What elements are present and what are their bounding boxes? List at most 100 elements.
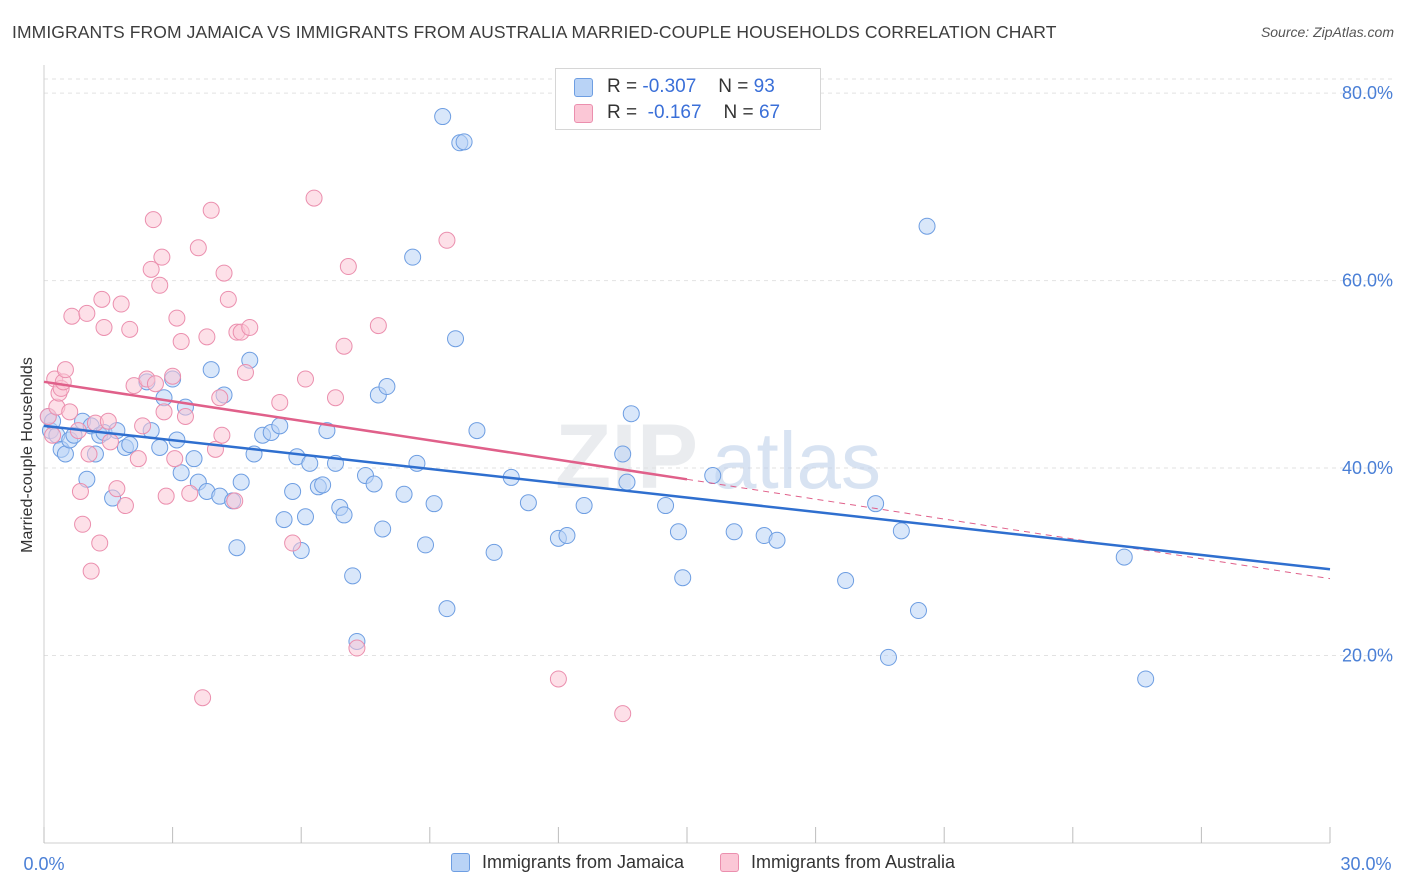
point-jamaica-5 xyxy=(56,445,74,463)
bottom-legend-label-jamaica: Immigrants from Jamaica xyxy=(481,852,684,872)
point-jamaica-47 xyxy=(314,476,332,494)
point-jamaica-68 xyxy=(455,133,473,151)
point-australia-19 xyxy=(95,318,113,336)
trend-australia-extension xyxy=(686,478,1331,580)
point-jamaica-85 xyxy=(768,531,786,549)
watermark: ZIP atlas xyxy=(555,406,881,508)
point-jamaica-33 xyxy=(228,539,246,557)
point-jamaica-92 xyxy=(1115,548,1133,566)
point-australia-55 xyxy=(236,363,254,381)
series-jamaica xyxy=(39,108,1155,688)
point-australia-31 xyxy=(144,211,162,229)
point-jamaica-90 xyxy=(909,602,927,620)
point-australia-42 xyxy=(181,484,199,502)
point-australia-38 xyxy=(166,450,184,468)
legend: R = -0.307 N = 93 R = -0.167 N = 67 xyxy=(555,68,821,130)
point-australia-62 xyxy=(335,337,353,355)
y-tick-label-20: 20.0% xyxy=(1342,646,1393,666)
point-australia-59 xyxy=(296,370,314,388)
legend-n-label: N = xyxy=(723,102,754,123)
point-australia-44 xyxy=(194,689,212,707)
point-australia-15 xyxy=(82,562,100,580)
point-australia-58 xyxy=(284,534,302,552)
point-australia-52 xyxy=(226,492,244,510)
legend-swatch-jamaica xyxy=(574,77,593,97)
legend-n-value-jamaica: 93 xyxy=(753,76,775,97)
point-jamaica-93 xyxy=(1137,670,1155,688)
x-tick-label-right: 30.0% xyxy=(1340,854,1391,874)
bottom-legend-jamaica: Immigrants from Jamaica xyxy=(450,852,684,873)
y-tick-label-80: 80.0% xyxy=(1342,83,1393,103)
point-jamaica-83 xyxy=(725,523,743,541)
point-jamaica-62 xyxy=(417,536,435,554)
y-tick-label-60: 60.0% xyxy=(1342,271,1393,291)
point-jamaica-74 xyxy=(558,527,576,545)
point-jamaica-45 xyxy=(301,454,319,472)
legend-r-label: R = xyxy=(607,102,638,123)
point-australia-39 xyxy=(168,309,186,327)
point-australia-14 xyxy=(80,445,98,463)
point-jamaica-52 xyxy=(344,567,362,585)
point-jamaica-59 xyxy=(395,485,413,503)
legend-n-value-australia: 67 xyxy=(758,102,781,123)
point-australia-12 xyxy=(74,515,92,533)
legend-row-jamaica: R = -0.307 N = 93 xyxy=(574,73,775,101)
point-jamaica-34 xyxy=(232,473,250,491)
point-australia-68 xyxy=(614,705,632,723)
point-australia-13 xyxy=(78,304,96,322)
point-jamaica-60 xyxy=(404,248,422,266)
point-australia-8 xyxy=(61,403,79,421)
source-label: Source: ZipAtlas.com xyxy=(1260,24,1394,40)
point-jamaica-91 xyxy=(918,217,936,235)
point-jamaica-44 xyxy=(296,508,314,526)
legend-r-value-australia: -0.167 xyxy=(647,102,702,123)
point-jamaica-79 xyxy=(657,497,675,515)
point-jamaica-76 xyxy=(614,445,632,463)
tick-labels: 20.0% 40.0% 60.0% 80.0% 0.0% 30.0% xyxy=(23,83,1393,874)
point-jamaica-20 xyxy=(151,438,169,456)
point-jamaica-57 xyxy=(374,520,392,538)
bottom-legend-swatch-australia xyxy=(719,853,739,872)
legend-r-label: R = xyxy=(607,76,638,97)
trend-lines xyxy=(43,380,1331,580)
point-jamaica-87 xyxy=(867,495,885,513)
point-australia-36 xyxy=(157,487,175,505)
point-jamaica-64 xyxy=(434,108,452,126)
point-jamaica-78 xyxy=(622,405,640,423)
point-australia-60 xyxy=(305,189,323,207)
point-australia-24 xyxy=(116,497,134,515)
point-jamaica-65 xyxy=(438,600,456,618)
point-jamaica-89 xyxy=(892,522,910,540)
trend-australia xyxy=(43,380,688,481)
point-australia-11 xyxy=(71,482,89,500)
bottom-legend-swatch-jamaica xyxy=(450,853,470,872)
point-jamaica-58 xyxy=(378,378,396,396)
point-australia-37 xyxy=(164,367,182,385)
point-australia-7 xyxy=(56,361,74,379)
point-australia-66 xyxy=(438,231,456,249)
point-australia-57 xyxy=(271,393,289,411)
point-australia-51 xyxy=(219,290,237,308)
point-australia-50 xyxy=(215,264,233,282)
point-jamaica-41 xyxy=(284,482,302,500)
point-jamaica-66 xyxy=(447,330,465,348)
bottom-legend: Immigrants from Jamaica Immigrants from … xyxy=(0,852,1406,873)
legend-r-value-jamaica: -0.307 xyxy=(642,76,697,97)
point-jamaica-39 xyxy=(271,417,289,435)
point-jamaica-82 xyxy=(704,467,722,485)
point-australia-1 xyxy=(44,426,62,444)
point-jamaica-77 xyxy=(618,473,636,491)
legend-row-australia: R = -0.167 N = 67 xyxy=(574,99,780,127)
point-australia-21 xyxy=(101,433,119,451)
point-jamaica-55 xyxy=(365,475,383,493)
x-tick-label-left: 0.0% xyxy=(23,854,64,874)
point-australia-35 xyxy=(155,403,173,421)
point-australia-28 xyxy=(134,417,152,435)
point-jamaica-51 xyxy=(335,506,353,524)
point-australia-30 xyxy=(142,260,160,278)
legend-swatch-australia xyxy=(574,103,593,123)
point-jamaica-86 xyxy=(837,572,855,590)
point-australia-63 xyxy=(339,258,357,276)
point-australia-22 xyxy=(108,480,126,498)
